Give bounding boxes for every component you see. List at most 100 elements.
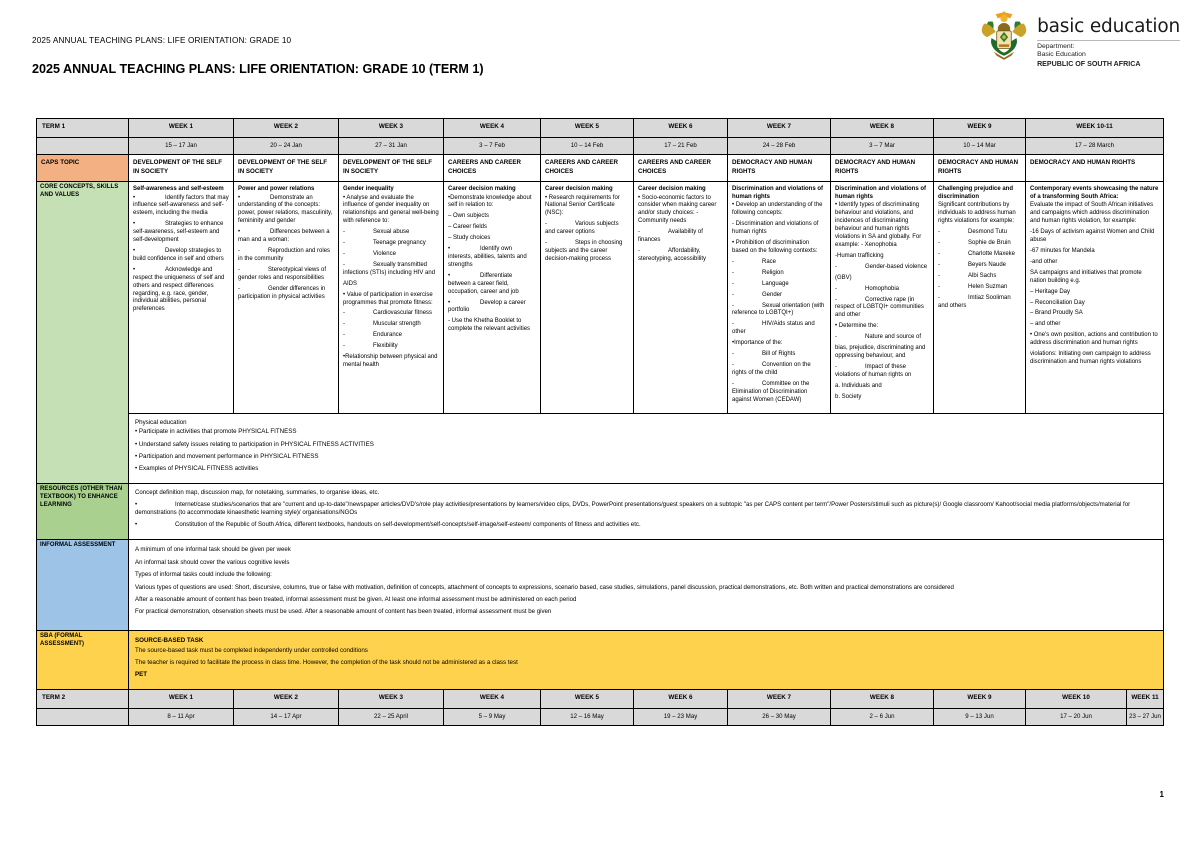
core-item: • Identify types of discriminating behav… [835, 202, 922, 248]
resources-cell: Concept definition map, discussion map, … [128, 483, 1164, 541]
core-concepts-week-10: Contemporary events showcasing the natur… [1025, 180, 1164, 415]
logo-divider [1037, 39, 1180, 41]
core-item: (GBV) [835, 274, 852, 281]
core-item: violations: Initiating own campaign to a… [1030, 351, 1151, 365]
core-concepts-week-3: Gender inequality • Analyse and evaluate … [338, 180, 444, 415]
core-item: • Identify own interests, abilities, tale… [448, 246, 527, 268]
physical-education-row: Physical education • Participate in activ… [37, 413, 1164, 485]
core-item: • Demonstrate an understanding of the con… [238, 194, 333, 225]
term1-date-7: 24 – 28 Feb [727, 136, 831, 156]
term2-week-7: WEEK 7 [727, 689, 831, 710]
core-item: -67 minutes for Mandela [1030, 247, 1095, 254]
core-item: - Impact of these violations of human rig… [835, 363, 912, 378]
term2-date-11: 23 – 27 Jun [1126, 708, 1164, 727]
running-head: 2025 ANNUAL TEACHING PLANS: LIFE ORIENTA… [32, 36, 292, 45]
term2-week-4: WEEK 4 [443, 689, 541, 710]
core-item: – Study choices [448, 235, 491, 242]
sba-cell: SOURCE-BASED TASK The source-based task m… [128, 630, 1164, 691]
core-item: • Identify factors that may influence sel… [133, 194, 229, 217]
term1-week-10: WEEK 10-11 [1025, 118, 1164, 138]
logo-dept-line3: REPUBLIC OF SOUTH AFRICA [1037, 59, 1141, 68]
informal-assessment-cell: A minimum of one informal task should be… [128, 539, 1164, 632]
core-item: • One's own position, actions and contri… [1030, 332, 1158, 347]
term1-dates-blank [36, 136, 129, 156]
term2-date-10: 17 – 20 Jun [1025, 708, 1127, 727]
core-heading: Power and power relations [238, 185, 315, 192]
term1-week-9: WEEK 9 [933, 118, 1026, 138]
caps-topic-week-6: CAREERS AND CAREER CHOICES [633, 154, 728, 182]
core-item: -and other [1030, 258, 1058, 265]
term2-date-9: 9 – 13 Jun [933, 708, 1026, 727]
term1-date-2: 20 – 24 Jan [233, 136, 339, 156]
core-item: - Teenage pregnancy [343, 240, 426, 247]
core-item: •Importance of the: [732, 340, 783, 347]
annual-teaching-plan-table: TERM 1 WEEK 1 WEEK 2 WEEK 3 WEEK 4 WEEK 5 WEEK… [36, 118, 1164, 727]
core-item: • Value of participation in exercise pro… [343, 291, 433, 306]
core-item: • Prohibition of discrimination based on… [732, 240, 818, 254]
sba-heading: SOURCE-BASED TASK [135, 637, 204, 645]
core-item: - Cardiovascular fitness [343, 310, 433, 317]
term2-date-1: 8 – 11 Apr [128, 708, 234, 727]
informal-assessment-item: An informal task should cover the variou… [135, 558, 290, 566]
core-item: - Beyers Naude [938, 261, 1007, 268]
caps-topic-week-7: DEMOCRACY AND HUMAN RIGHTS [727, 154, 831, 182]
term2-week-3: WEEK 3 [338, 689, 444, 710]
core-item: - Steps in choosing subjects and the care… [545, 240, 623, 262]
physical-education-item: • Understand safety issues relating to p… [135, 440, 374, 448]
core-item: - Discrimination and violations of human… [732, 221, 819, 236]
caps-topic-week-2: DEVELOPMENT OF THE SELF IN SOCIETY [233, 154, 339, 182]
term2-week-9: WEEK 9 [933, 689, 1026, 710]
caps-topic-week-5: CAREERS AND CAREER CHOICES [540, 154, 634, 182]
core-item: SA campaigns and initiatives that promot… [1030, 269, 1142, 284]
sba-row: SBA (FORMAL ASSESSMENT) SOURCE-BASED TASK… [36, 630, 1164, 691]
informal-assessment-row-label: INFORMAL ASSESSMENT [36, 539, 129, 632]
core-item: - Stereotypical views of gender roles and… [238, 266, 327, 281]
core-item: – Own subjects [448, 213, 490, 220]
logo-dept-line1: Department: [1037, 42, 1075, 50]
core-item: – and other [1030, 321, 1061, 328]
term2-dates-row: 8 – 11 Apr 14 – 17 Apr 22 – 25 April 5 – 9 … [36, 708, 1164, 727]
term1-date-6: 17 – 21 Feb [633, 136, 728, 156]
core-item: - Desmond Tutu [938, 229, 1008, 236]
core-item: - Affordability, stereotyping, accessibil… [638, 247, 707, 262]
physical-education-item: • Examples of PHYSICAL FITNESS activitie… [135, 464, 259, 472]
informal-assessment-item: A minimum of one informal task should be… [135, 546, 291, 554]
informal-assessment-item: For practical demonstration, observation… [135, 608, 552, 616]
term2-date-5: 12 – 16 May [540, 708, 634, 727]
term1-date-1: 15 – 17 Jan [128, 136, 234, 156]
physical-education-cell: Physical education • Participate in activ… [128, 413, 1164, 485]
core-heading: Discrimination and violations of human r… [835, 185, 927, 200]
core-item: • Determine the: [835, 323, 879, 330]
sba-line: The source-based task must be completed … [135, 646, 368, 654]
caps-topic-row-label: CAPS TOPIC [36, 154, 129, 182]
core-item: - Imtiaz Sooliman and others [938, 294, 1011, 309]
term1-dates-row: 15 – 17 Jan 20 – 24 Jan 27 – 31 Jan 3 – 7 F… [36, 136, 1164, 156]
core-item: - Gender [732, 291, 783, 298]
core-item: – Heritage Day [1030, 288, 1071, 295]
core-item: - Flexibility [343, 343, 398, 350]
core-concepts-row: CORE CONCEPTS, SKILLS AND VALUES Self-awa… [36, 180, 1164, 485]
core-concepts-week-2: Power and power relations • Demonstrate an… [233, 180, 339, 415]
term2-date-3: 22 – 25 April [338, 708, 444, 727]
informal-assessment-item: Types of informal tasks could include th… [135, 571, 272, 579]
term2-week-6: WEEK 6 [633, 689, 728, 710]
core-heading: Self-awareness and self-esteem [133, 185, 224, 192]
core-heading: Career decision making [545, 185, 613, 192]
core-item: •Relationship between physical and menta… [343, 354, 438, 368]
core-concepts-week-1: Self-awareness and self-esteem • Identify … [128, 180, 234, 415]
core-concepts-week-5: Career decision making • Research require… [540, 180, 634, 415]
core-heading: Contemporary events showcasing the natur… [1030, 185, 1159, 200]
core-item: • Analyse and evaluate the influence of … [343, 194, 439, 225]
department-logo: basic education Department: Basic Educat… [978, 8, 1180, 70]
caps-topic-week-4: CAREERS AND CAREER CHOICES [443, 154, 541, 182]
core-heading: Challenging prejudice and discrimination [938, 185, 1014, 200]
core-item: - Race [732, 258, 777, 265]
term2-date-7: 26 – 30 May [727, 708, 831, 727]
core-item: - Helen Suzman [938, 283, 1008, 290]
core-heading: Career decision making [448, 185, 516, 192]
core-item: - Muscular strength [343, 321, 421, 328]
resources-item: • Constitution of the Republic of South A… [135, 521, 641, 529]
term1-week-1: WEEK 1 [128, 118, 234, 138]
core-item: - Charlotte Maxeke [938, 250, 1016, 257]
